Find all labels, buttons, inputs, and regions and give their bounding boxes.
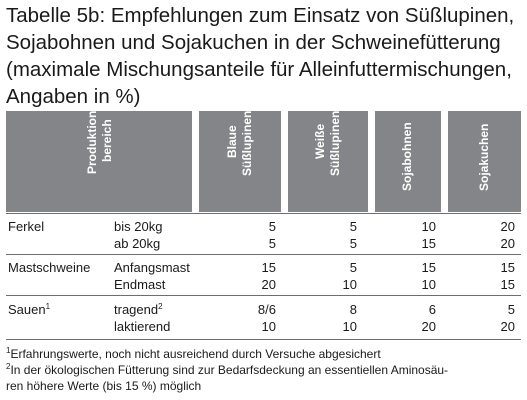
cell-sojakuchen: 20 bbox=[500, 236, 515, 251]
cell-sojabohnen: 15 bbox=[421, 260, 436, 275]
header-label: Sojakuchen bbox=[476, 123, 491, 191]
cell-sojakuchen: 20 bbox=[500, 319, 515, 334]
cell-weisse: 5 bbox=[349, 236, 357, 251]
footnote-continuation: ren höhere Werte (bis 15 %) möglich bbox=[6, 379, 202, 393]
cell-sojakuchen: 15 bbox=[500, 260, 515, 275]
header-label: Blaue bbox=[225, 125, 239, 158]
cell-sojakuchen: 15 bbox=[500, 277, 515, 292]
cell-weisse: 5 bbox=[349, 260, 357, 275]
table-rule-top bbox=[6, 213, 521, 214]
row-label: tragend2 bbox=[114, 302, 163, 317]
cell-sojabohnen: 6 bbox=[428, 302, 436, 317]
cell-sojabohnen: 20 bbox=[421, 319, 436, 334]
header-label: Weiße bbox=[313, 123, 327, 159]
row-label: ab 20kg bbox=[114, 236, 161, 251]
row-label: Endmast bbox=[114, 277, 166, 292]
header-label: Sojabohnen bbox=[400, 122, 414, 191]
title-line: Angaben in %) bbox=[6, 85, 141, 108]
row-label: laktierend bbox=[114, 319, 171, 334]
title-line: Tabelle 5b: Empfehlungen zum Einsatz von… bbox=[6, 4, 515, 27]
cell-blaue: 5 bbox=[268, 219, 276, 234]
footnote: 2In der ökologischen Fütterung sind zur … bbox=[6, 362, 449, 378]
header-weisse-suesslupinen: Weiße Süßlupinen bbox=[288, 111, 368, 212]
table-rule bbox=[6, 254, 521, 255]
header-sojakuchen: Sojakuchen bbox=[448, 111, 521, 212]
header-blaue-suesslupinen: Blaue Süßlupinen bbox=[199, 111, 281, 212]
cell-blaue: 20 bbox=[261, 277, 276, 292]
cell-sojabohnen: 10 bbox=[421, 277, 436, 292]
group-name: Mastschweine bbox=[8, 260, 91, 275]
cell-blaue: 10 bbox=[261, 319, 276, 334]
cell-blaue: 15 bbox=[261, 260, 276, 275]
cell-sojabohnen: 15 bbox=[421, 236, 436, 251]
cell-blaue: 8/6 bbox=[257, 302, 276, 317]
header-sojabohnen: Sojabohnen bbox=[375, 111, 441, 212]
row-label: Anfangsmast bbox=[114, 260, 190, 275]
row-label: bis 20kg bbox=[114, 219, 163, 234]
cell-blaue: 5 bbox=[268, 236, 276, 251]
cell-weisse: 10 bbox=[342, 319, 357, 334]
cell-weisse: 8 bbox=[349, 302, 357, 317]
group-name: Ferkel bbox=[8, 219, 45, 234]
cell-sojakuchen: 5 bbox=[507, 302, 515, 317]
header-label: bereich bbox=[100, 119, 114, 162]
header-label: Süßlupinen bbox=[328, 110, 342, 176]
header-label: Produktions- bbox=[85, 100, 99, 174]
cell-sojabohnen: 10 bbox=[421, 219, 436, 234]
cell-weisse: 10 bbox=[342, 277, 357, 292]
title-line: (maximale Mischungsanteile für Alleinfut… bbox=[6, 58, 512, 81]
table-title: Tabelle 5b: Empfehlungen zum Einsatz von… bbox=[6, 2, 521, 110]
cell-weisse: 5 bbox=[349, 219, 357, 234]
table-rule bbox=[6, 295, 521, 296]
header-label: Süßlupinen bbox=[240, 110, 254, 176]
cell-sojakuchen: 20 bbox=[500, 219, 515, 234]
group-name: Sauen1 bbox=[8, 302, 51, 317]
header-produktionsbereich: Produktions- bereich bbox=[6, 100, 192, 212]
title-line: Sojabohnen und Sojakuchen in der Schwein… bbox=[6, 31, 501, 54]
table-rule-bottom bbox=[6, 339, 521, 340]
footnote: 1Erfahrungswerte, noch nicht ausreichend… bbox=[6, 346, 381, 362]
